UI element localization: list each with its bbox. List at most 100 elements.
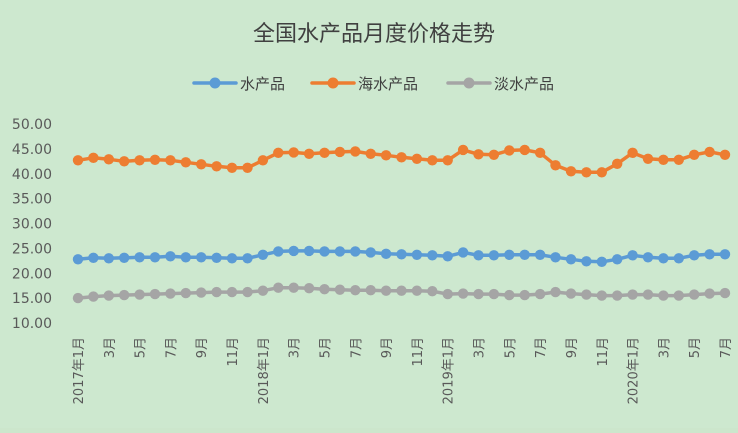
- data-point: [134, 252, 145, 263]
- data-point: [627, 147, 638, 158]
- x-tick-label: 9月: [380, 337, 395, 358]
- x-tick-label: 7月: [349, 337, 364, 358]
- data-point: [242, 253, 253, 264]
- y-tick-label: 45.00: [12, 142, 52, 158]
- y-tick-label: 25.00: [12, 241, 52, 257]
- data-point: [596, 290, 607, 301]
- data-point: [658, 154, 669, 165]
- data-point: [673, 290, 684, 301]
- data-point: [581, 256, 592, 267]
- y-tick-label: 35.00: [12, 192, 52, 208]
- x-tick-label: 5月: [318, 337, 333, 358]
- x-tick-label: 11月: [226, 337, 241, 367]
- data-point: [411, 249, 423, 260]
- data-point: [303, 148, 315, 159]
- data-point: [273, 147, 284, 158]
- data-point: [211, 252, 222, 263]
- x-tick-label: 2019年1月: [442, 337, 457, 404]
- data-point: [334, 246, 346, 257]
- data-point: [534, 147, 546, 158]
- y-tick-label: 15.00: [12, 291, 52, 307]
- y-tick-label: 40.00: [12, 167, 52, 183]
- data-point: [473, 149, 484, 160]
- data-point: [396, 152, 407, 163]
- legend-marker: [327, 77, 339, 89]
- legend-marker: [209, 77, 221, 89]
- data-point: [273, 282, 284, 293]
- data-point: [704, 249, 715, 260]
- data-point: [119, 252, 130, 263]
- data-point: [134, 289, 145, 300]
- data-point: [581, 289, 592, 300]
- data-point: [658, 290, 669, 301]
- x-tick-label: 9月: [195, 337, 210, 358]
- data-point: [196, 252, 207, 263]
- data-point: [689, 149, 700, 160]
- data-point: [365, 247, 376, 258]
- data-point: [149, 252, 161, 263]
- x-tick-label: 5月: [688, 337, 703, 358]
- data-point: [226, 253, 238, 264]
- data-point: [365, 285, 376, 296]
- data-point: [411, 153, 423, 164]
- data-point: [211, 161, 222, 172]
- data-point: [88, 152, 99, 163]
- x-tick-label: 11月: [411, 337, 426, 367]
- data-point: [689, 289, 700, 300]
- data-point: [473, 288, 484, 300]
- series-1: [72, 245, 731, 267]
- data-point: [119, 156, 130, 167]
- x-axis: 2017年1月 3月 5月 7月 9月 11月 2018年1月 3月 5月 7月 9月 11月 2019…: [72, 337, 734, 404]
- legend-marker: [463, 77, 475, 89]
- data-point: [257, 155, 269, 166]
- data-point: [719, 287, 731, 299]
- data-point: [642, 153, 654, 164]
- data-point: [88, 291, 99, 302]
- data-point: [704, 146, 715, 158]
- data-point: [550, 286, 561, 298]
- data-point: [180, 287, 191, 299]
- data-point: [427, 155, 438, 166]
- data-point: [350, 246, 361, 257]
- data-point: [612, 290, 623, 301]
- data-point: [581, 167, 592, 178]
- data-point: [627, 289, 638, 300]
- data-point: [72, 155, 84, 166]
- data-point: [350, 285, 361, 296]
- x-tick-label: 3月: [288, 337, 303, 358]
- data-point: [165, 155, 176, 166]
- x-tick-label: 11月: [596, 337, 611, 367]
- data-point: [288, 282, 299, 293]
- legend-label: 水产品: [240, 75, 285, 93]
- data-point: [534, 288, 546, 300]
- series-layer: [72, 144, 731, 304]
- data-point: [380, 248, 392, 259]
- data-point: [149, 154, 161, 165]
- data-point: [380, 285, 392, 296]
- y-tick-label: 50.00: [12, 117, 52, 133]
- data-point: [488, 149, 500, 160]
- data-point: [534, 249, 546, 260]
- data-point: [427, 250, 438, 261]
- data-point: [457, 144, 469, 156]
- data-point: [396, 285, 407, 296]
- legend-item: 海水产品: [310, 75, 418, 93]
- data-point: [303, 283, 315, 294]
- data-point: [550, 252, 561, 263]
- data-point: [673, 154, 684, 165]
- data-point: [519, 289, 530, 301]
- x-tick-label: 9月: [565, 337, 580, 358]
- data-point: [319, 246, 330, 257]
- x-tick-label: 7月: [719, 337, 734, 358]
- chart-title: 全国水产品月度价格走势: [253, 22, 495, 47]
- series-2: [72, 144, 731, 178]
- x-tick-label: 2018年1月: [257, 337, 272, 404]
- data-point: [596, 256, 607, 267]
- data-point: [519, 249, 530, 260]
- data-point: [565, 254, 577, 265]
- x-tick-label: 7月: [164, 337, 179, 358]
- data-point: [488, 288, 500, 300]
- data-point: [88, 252, 99, 263]
